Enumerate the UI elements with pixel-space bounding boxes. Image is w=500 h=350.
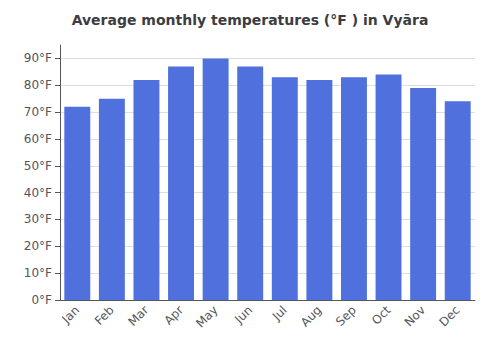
svg-text:40°F: 40°F [24,186,52,200]
svg-text:Nov: Nov [402,303,428,329]
svg-text:Mar: Mar [126,303,152,329]
svg-text:Oct: Oct [369,303,394,328]
svg-text:Aug: Aug [298,303,324,329]
svg-text:Feb: Feb [92,303,117,328]
svg-text:80°F: 80°F [24,78,52,92]
svg-text:Sep: Sep [333,303,359,329]
svg-text:20°F: 20°F [24,239,52,253]
svg-text:70°F: 70°F [24,105,52,119]
svg-text:Jan: Jan [59,303,83,327]
svg-text:30°F: 30°F [24,212,52,226]
svg-text:50°F: 50°F [24,159,52,173]
svg-text:May: May [193,303,220,330]
svg-text:Average monthly temperatures (: Average monthly temperatures (°F ) in Vy… [72,12,429,28]
svg-text:10°F: 10°F [24,266,52,280]
svg-text:Jul: Jul [269,303,290,324]
svg-text:Jun: Jun [231,303,255,327]
svg-text:90°F: 90°F [24,51,52,65]
svg-text:60°F: 60°F [24,132,52,146]
svg-text:Apr: Apr [161,303,186,328]
svg-text:Dec: Dec [436,303,462,329]
svg-text:0°F: 0°F [31,293,52,307]
